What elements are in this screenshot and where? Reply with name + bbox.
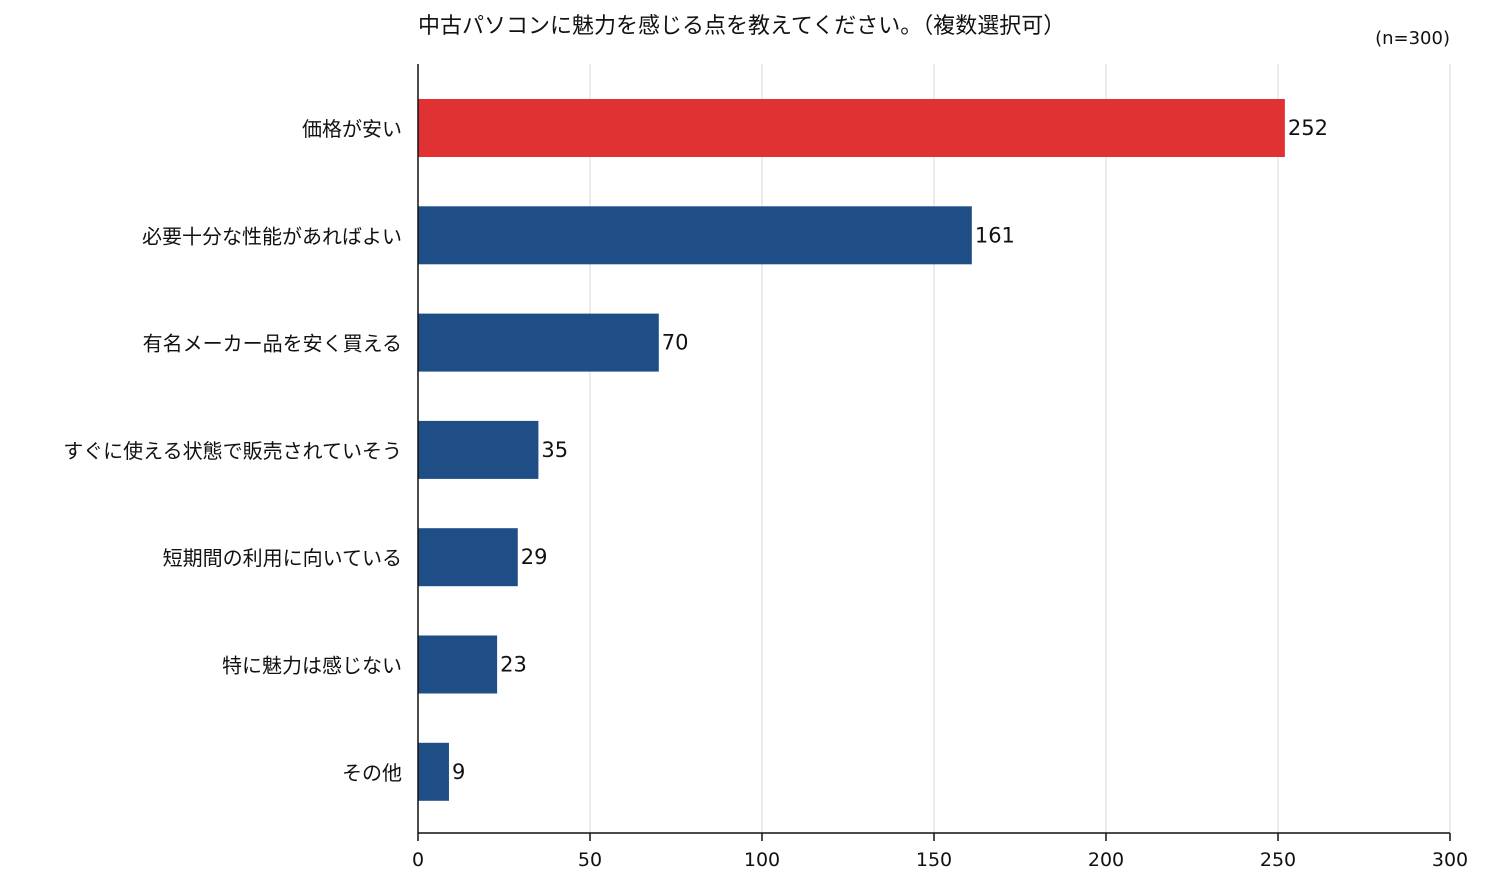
value-label-3: 35 bbox=[541, 438, 568, 462]
category-label-5: 特に魅力は感じない bbox=[222, 654, 402, 678]
chart-title: 中古パソコンに魅力を感じる点を教えてください。（複数選択可） bbox=[418, 14, 1066, 39]
category-label-1: 必要十分な性能があればよい bbox=[142, 224, 402, 248]
x-tick-label-150: 150 bbox=[916, 849, 952, 871]
value-label-1: 161 bbox=[975, 223, 1015, 247]
bar-3 bbox=[418, 420, 539, 479]
value-label-2: 70 bbox=[662, 331, 689, 355]
gridlines bbox=[589, 64, 1451, 833]
category-label-3: すぐに使える状態で販売されていそう bbox=[63, 439, 402, 463]
value-label-5: 23 bbox=[500, 653, 527, 677]
bars: 252 価格が安い 161 必要十分な性能があればよい 70 有名メーカー品を安く買える 3… bbox=[63, 99, 1328, 801]
sample-size-note: (n=300) bbox=[1375, 28, 1450, 49]
x-tick-label-250: 250 bbox=[1260, 849, 1296, 871]
bar-1 bbox=[418, 206, 972, 265]
bar-2 bbox=[418, 313, 659, 372]
category-label-0: 価格が安い bbox=[302, 117, 402, 141]
x-tick-label-100: 100 bbox=[744, 849, 780, 871]
x-axis: 0 50 100 150 200 250 300 bbox=[412, 64, 1468, 871]
value-label-0: 252 bbox=[1288, 116, 1328, 140]
x-tick-label-300: 300 bbox=[1432, 849, 1468, 871]
x-tick-label-200: 200 bbox=[1088, 849, 1124, 871]
value-label-6: 9 bbox=[452, 760, 465, 784]
bar-6 bbox=[418, 742, 449, 801]
bar-0 bbox=[418, 99, 1285, 157]
bar-5 bbox=[418, 635, 498, 694]
category-label-6: その他 bbox=[342, 761, 402, 785]
x-tick-label-50: 50 bbox=[578, 849, 602, 871]
x-tick-label-0: 0 bbox=[412, 849, 424, 871]
value-label-4: 29 bbox=[521, 545, 548, 569]
bar-4 bbox=[418, 528, 518, 587]
category-label-2: 有名メーカー品を安く買える bbox=[143, 332, 402, 356]
category-label-4: 短期間の利用に向いている bbox=[163, 546, 402, 570]
